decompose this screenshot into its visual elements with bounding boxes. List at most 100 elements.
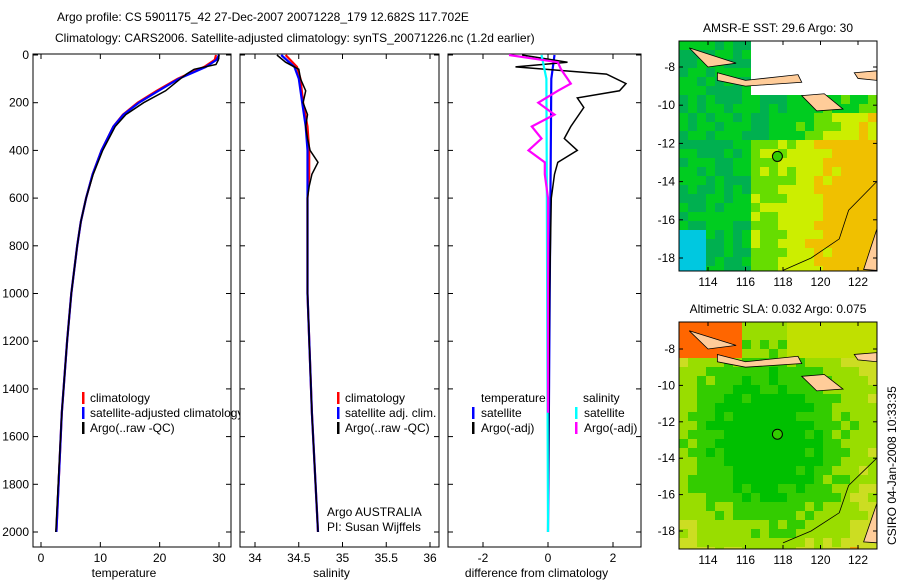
map-cell [850,86,859,95]
map-cell [742,257,751,266]
map-cell [679,358,688,367]
map-cell [742,68,751,77]
map-cell [823,520,832,529]
map-cell [760,475,769,484]
map-cell [769,113,778,122]
map-cell [769,140,778,149]
map-cell [778,248,787,257]
map-cell [787,439,796,448]
map-cell [697,122,706,131]
map-cell [796,385,805,394]
map-cell [859,266,868,271]
map-cell [733,502,742,511]
map-cell [823,77,832,86]
map-cell [769,520,778,529]
map-cell [760,194,769,203]
map-cell [724,221,733,230]
map-cell [832,520,841,529]
map-cell [742,104,751,113]
legend-swatch [82,407,85,419]
map-cell [832,403,841,412]
map-cell [796,140,805,149]
map-cell [787,448,796,457]
map-cell [778,140,787,149]
map-cell [832,113,841,122]
map-cell [796,403,805,412]
map-cell [724,466,733,475]
map-cell [706,194,715,203]
map-cell [688,439,697,448]
map-cell [760,340,769,349]
map-cell [868,412,877,421]
map-cell [751,322,760,331]
map-cell [859,131,868,140]
map-cell [868,448,877,457]
map-cell [697,158,706,167]
lat-tick-label: -16 [658,213,676,227]
map-cell [868,331,877,340]
map-cell [760,385,769,394]
map-cell [715,412,724,421]
map-cell [742,457,751,466]
map-cell [760,457,769,466]
map-cell [796,104,805,113]
x-tick-label: 34.5 [287,551,311,565]
map-cell [715,520,724,529]
map-cell [706,376,715,385]
map-cell [769,230,778,239]
map-cell [787,331,796,340]
map-cell [859,203,868,212]
map-cell [787,50,796,59]
lat-tick-label: -8 [664,342,675,356]
map-cell [805,140,814,149]
map-cell [760,403,769,412]
map-cell [841,86,850,95]
map-cell [796,349,805,358]
map-cell [832,457,841,466]
map-cell [769,493,778,502]
x-tick-label: 0 [38,551,45,565]
map-cell [679,50,688,59]
map-cell [814,340,823,349]
map-cell [787,221,796,230]
map-cell [823,394,832,403]
map-cell [832,266,841,271]
map-cell [706,412,715,421]
map-cell [832,493,841,502]
map-cell [706,185,715,194]
map-cell [724,185,733,194]
map-cell [796,149,805,158]
map-cell [859,547,868,549]
map-cell [832,340,841,349]
legend-label: climatology [345,391,405,405]
map-cell [778,520,787,529]
map-cell [751,158,760,167]
map-cell [688,349,697,358]
map-cell [688,230,697,239]
map-cell [742,149,751,158]
map-field [679,322,877,549]
map-cell [715,194,724,203]
map-cell [787,167,796,176]
map-cell [841,203,850,212]
map-cell [697,538,706,547]
map-cell [751,266,760,271]
map-cell [733,466,742,475]
map-cell [841,529,850,538]
map-cell [814,466,823,475]
map-cell [769,158,778,167]
map-cell [805,104,814,113]
map-cell [733,529,742,538]
map-cell [796,331,805,340]
map-cell [679,421,688,430]
map-cell [850,212,859,221]
map-cell [823,185,832,194]
map-cell [868,457,877,466]
map-cell [778,59,787,68]
map-cell [787,484,796,493]
map-cell [715,113,724,122]
map-cell [706,257,715,266]
map-cell [715,248,724,257]
map-cell [742,349,751,358]
map-cell [850,203,859,212]
